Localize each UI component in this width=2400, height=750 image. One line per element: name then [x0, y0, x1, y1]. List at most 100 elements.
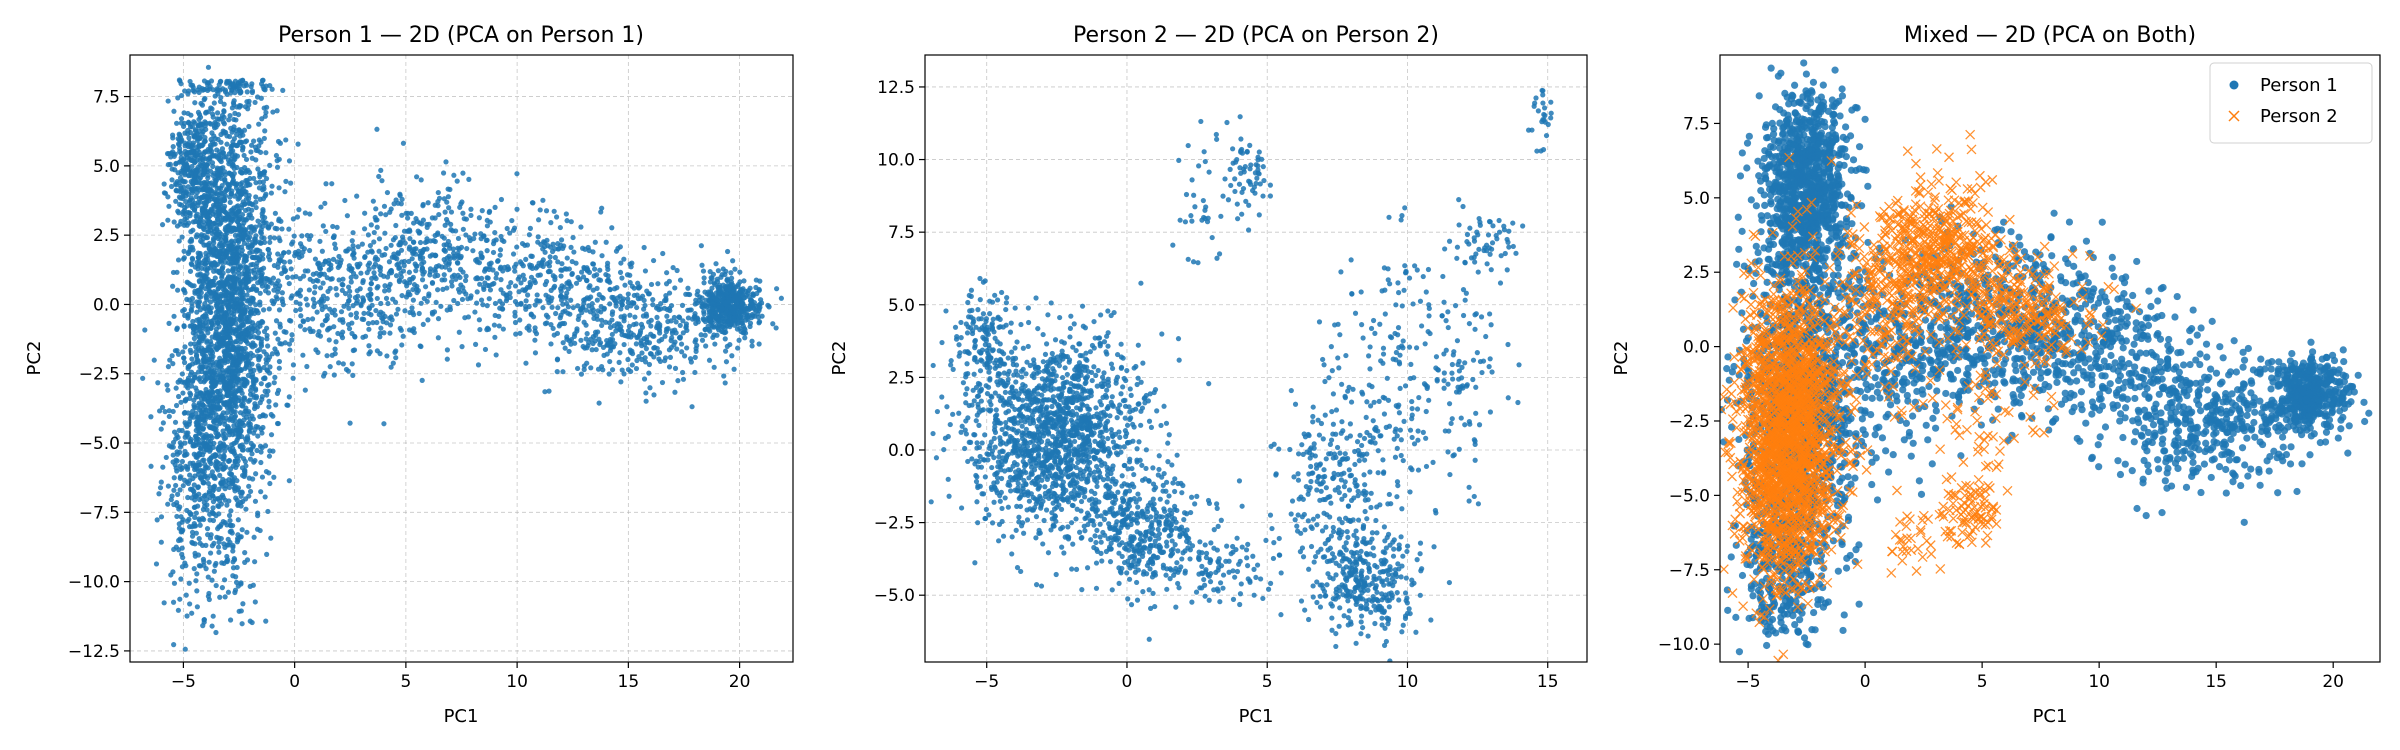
point — [187, 601, 193, 607]
point — [429, 311, 436, 317]
point — [730, 258, 736, 264]
point — [435, 335, 441, 341]
point — [187, 439, 193, 445]
point — [283, 329, 289, 335]
point — [594, 313, 600, 319]
point — [290, 216, 296, 222]
point — [388, 242, 394, 248]
point — [245, 325, 252, 331]
point — [223, 385, 229, 391]
point — [368, 222, 374, 228]
point — [445, 186, 451, 192]
point — [435, 203, 441, 209]
point — [220, 264, 226, 270]
point — [195, 272, 201, 278]
point — [435, 287, 441, 293]
point — [216, 293, 223, 299]
point — [350, 243, 356, 249]
point — [679, 369, 686, 376]
point — [381, 330, 387, 336]
point — [463, 232, 469, 238]
point — [410, 274, 416, 280]
point — [208, 188, 215, 194]
point — [174, 499, 180, 506]
point — [500, 326, 506, 332]
point — [255, 270, 261, 276]
point — [284, 402, 290, 408]
point — [599, 253, 605, 259]
point — [413, 268, 419, 274]
point — [302, 387, 308, 393]
point — [212, 335, 218, 341]
point — [411, 249, 417, 256]
point — [371, 239, 377, 245]
point — [256, 185, 263, 191]
point — [504, 225, 510, 232]
point — [208, 144, 214, 150]
point — [440, 170, 447, 176]
point — [205, 229, 211, 235]
point — [666, 290, 673, 296]
point — [219, 358, 225, 365]
point — [192, 155, 198, 161]
point — [346, 263, 352, 269]
point — [464, 245, 470, 252]
point — [249, 413, 255, 419]
point — [680, 318, 686, 324]
point — [540, 197, 546, 203]
point — [246, 429, 253, 435]
point — [225, 375, 231, 381]
point — [194, 388, 200, 394]
point — [247, 583, 253, 590]
point — [211, 568, 217, 574]
point — [297, 301, 303, 307]
point — [677, 322, 683, 329]
point — [361, 226, 368, 232]
point — [324, 296, 330, 302]
point — [637, 284, 643, 290]
point — [571, 249, 577, 255]
point — [286, 394, 292, 400]
point — [216, 172, 222, 178]
point — [511, 225, 518, 231]
point — [563, 295, 569, 302]
point — [667, 354, 674, 360]
point — [201, 97, 207, 103]
point — [621, 256, 627, 262]
point — [581, 366, 587, 373]
point — [333, 286, 339, 292]
point — [193, 578, 199, 584]
point — [219, 146, 226, 152]
point — [204, 316, 210, 322]
point — [257, 179, 263, 185]
point — [249, 326, 256, 332]
point — [534, 292, 540, 298]
point — [207, 517, 213, 523]
point — [456, 289, 463, 295]
point — [267, 364, 273, 370]
point — [268, 221, 275, 227]
point — [232, 90, 238, 96]
point — [222, 435, 229, 441]
point — [171, 219, 177, 225]
point — [177, 449, 183, 455]
point — [249, 243, 255, 249]
point — [486, 296, 492, 302]
point — [184, 142, 190, 148]
point — [512, 299, 519, 305]
point — [184, 155, 191, 161]
point — [227, 323, 233, 329]
point — [260, 265, 267, 271]
point — [233, 579, 240, 585]
point — [212, 275, 218, 281]
point — [482, 346, 489, 353]
point — [161, 600, 167, 606]
point — [514, 206, 520, 212]
point — [210, 182, 216, 188]
point — [664, 313, 670, 319]
point — [607, 358, 613, 365]
point — [488, 260, 494, 266]
point — [358, 270, 364, 276]
point — [216, 253, 222, 260]
point — [332, 351, 338, 357]
